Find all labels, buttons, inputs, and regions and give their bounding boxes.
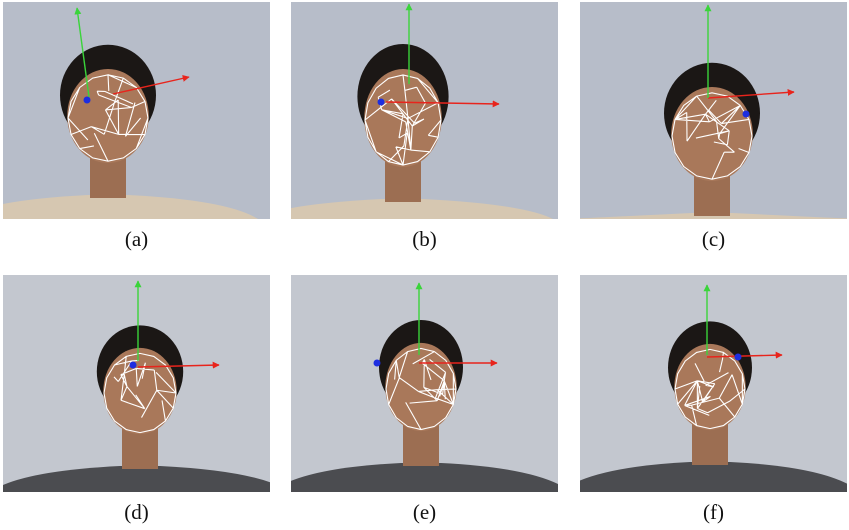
photo <box>580 2 847 219</box>
caption: (d) <box>124 500 149 524</box>
photo-content <box>580 2 847 219</box>
axis-z <box>129 361 137 369</box>
face <box>671 86 753 182</box>
shoulders <box>291 463 558 492</box>
axis-x <box>112 74 190 95</box>
axis-z <box>377 98 385 106</box>
photo-content <box>3 275 270 492</box>
axis-x <box>137 361 220 369</box>
photo <box>291 2 558 219</box>
photo <box>3 275 270 492</box>
axis-z <box>734 353 742 361</box>
photo <box>291 275 558 492</box>
photo-content <box>291 275 558 492</box>
face-mesh <box>385 347 457 431</box>
axis-z <box>742 110 750 118</box>
photo-content <box>3 2 270 219</box>
shoulders <box>291 199 553 219</box>
caption: (f) <box>703 500 724 524</box>
photo <box>3 2 270 219</box>
caption: (a) <box>125 227 148 251</box>
shoulders <box>580 462 847 492</box>
caption: (e) <box>413 500 436 524</box>
shoulders <box>3 466 270 492</box>
caption: (c) <box>702 227 725 251</box>
shoulders <box>3 195 258 219</box>
axis-z <box>373 359 381 367</box>
caption: (b) <box>412 227 437 251</box>
axis-z <box>83 96 91 104</box>
axis-x <box>706 351 783 359</box>
face-mesh <box>103 352 177 434</box>
photo <box>580 275 847 492</box>
face <box>103 347 177 435</box>
face-mesh <box>674 348 746 430</box>
axis-x <box>385 100 500 108</box>
axis-x <box>707 88 795 99</box>
photo-content <box>291 2 558 219</box>
face-mesh <box>364 74 442 166</box>
photo-content <box>580 275 847 492</box>
axis-y <box>74 7 90 98</box>
